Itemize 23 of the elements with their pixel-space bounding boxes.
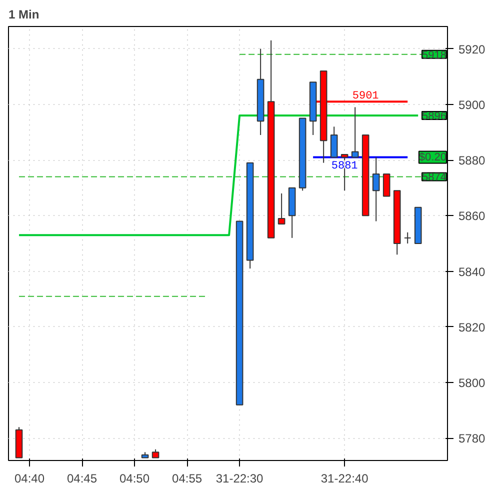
x-tick-label: 04:55 — [172, 472, 202, 486]
y-tick-label: 5800 — [458, 376, 486, 390]
candlestick — [404, 232, 412, 244]
x-tick-label: 04:45 — [67, 472, 98, 486]
y-tick-label: 5840 — [458, 264, 486, 279]
y-tick-label: 5860 — [458, 209, 486, 224]
y-tick-label: 5920 — [458, 42, 486, 56]
y-tick-label: 5900 — [458, 98, 486, 112]
data-label: 5881 — [331, 160, 358, 172]
y-tick-label: 5880 — [458, 154, 486, 168]
candlestick — [351, 106, 359, 158]
x-tick-label: 04:40 — [14, 472, 45, 486]
candlestick — [278, 192, 286, 225]
x-tick-label: 31-22:30 — [216, 472, 264, 486]
y-tick-label: 5780 — [458, 432, 486, 446]
x-tick-label: 04:50 — [120, 472, 150, 486]
chart-title: 1 Min — [8, 8, 40, 22]
x-tick-label: 31-22:40 — [320, 472, 369, 486]
candlestick — [330, 126, 338, 158]
candlestick — [372, 156, 380, 222]
data-label: 5901 — [352, 90, 380, 103]
candlestick — [382, 173, 390, 197]
y-tick-label: 5820 — [458, 320, 486, 334]
